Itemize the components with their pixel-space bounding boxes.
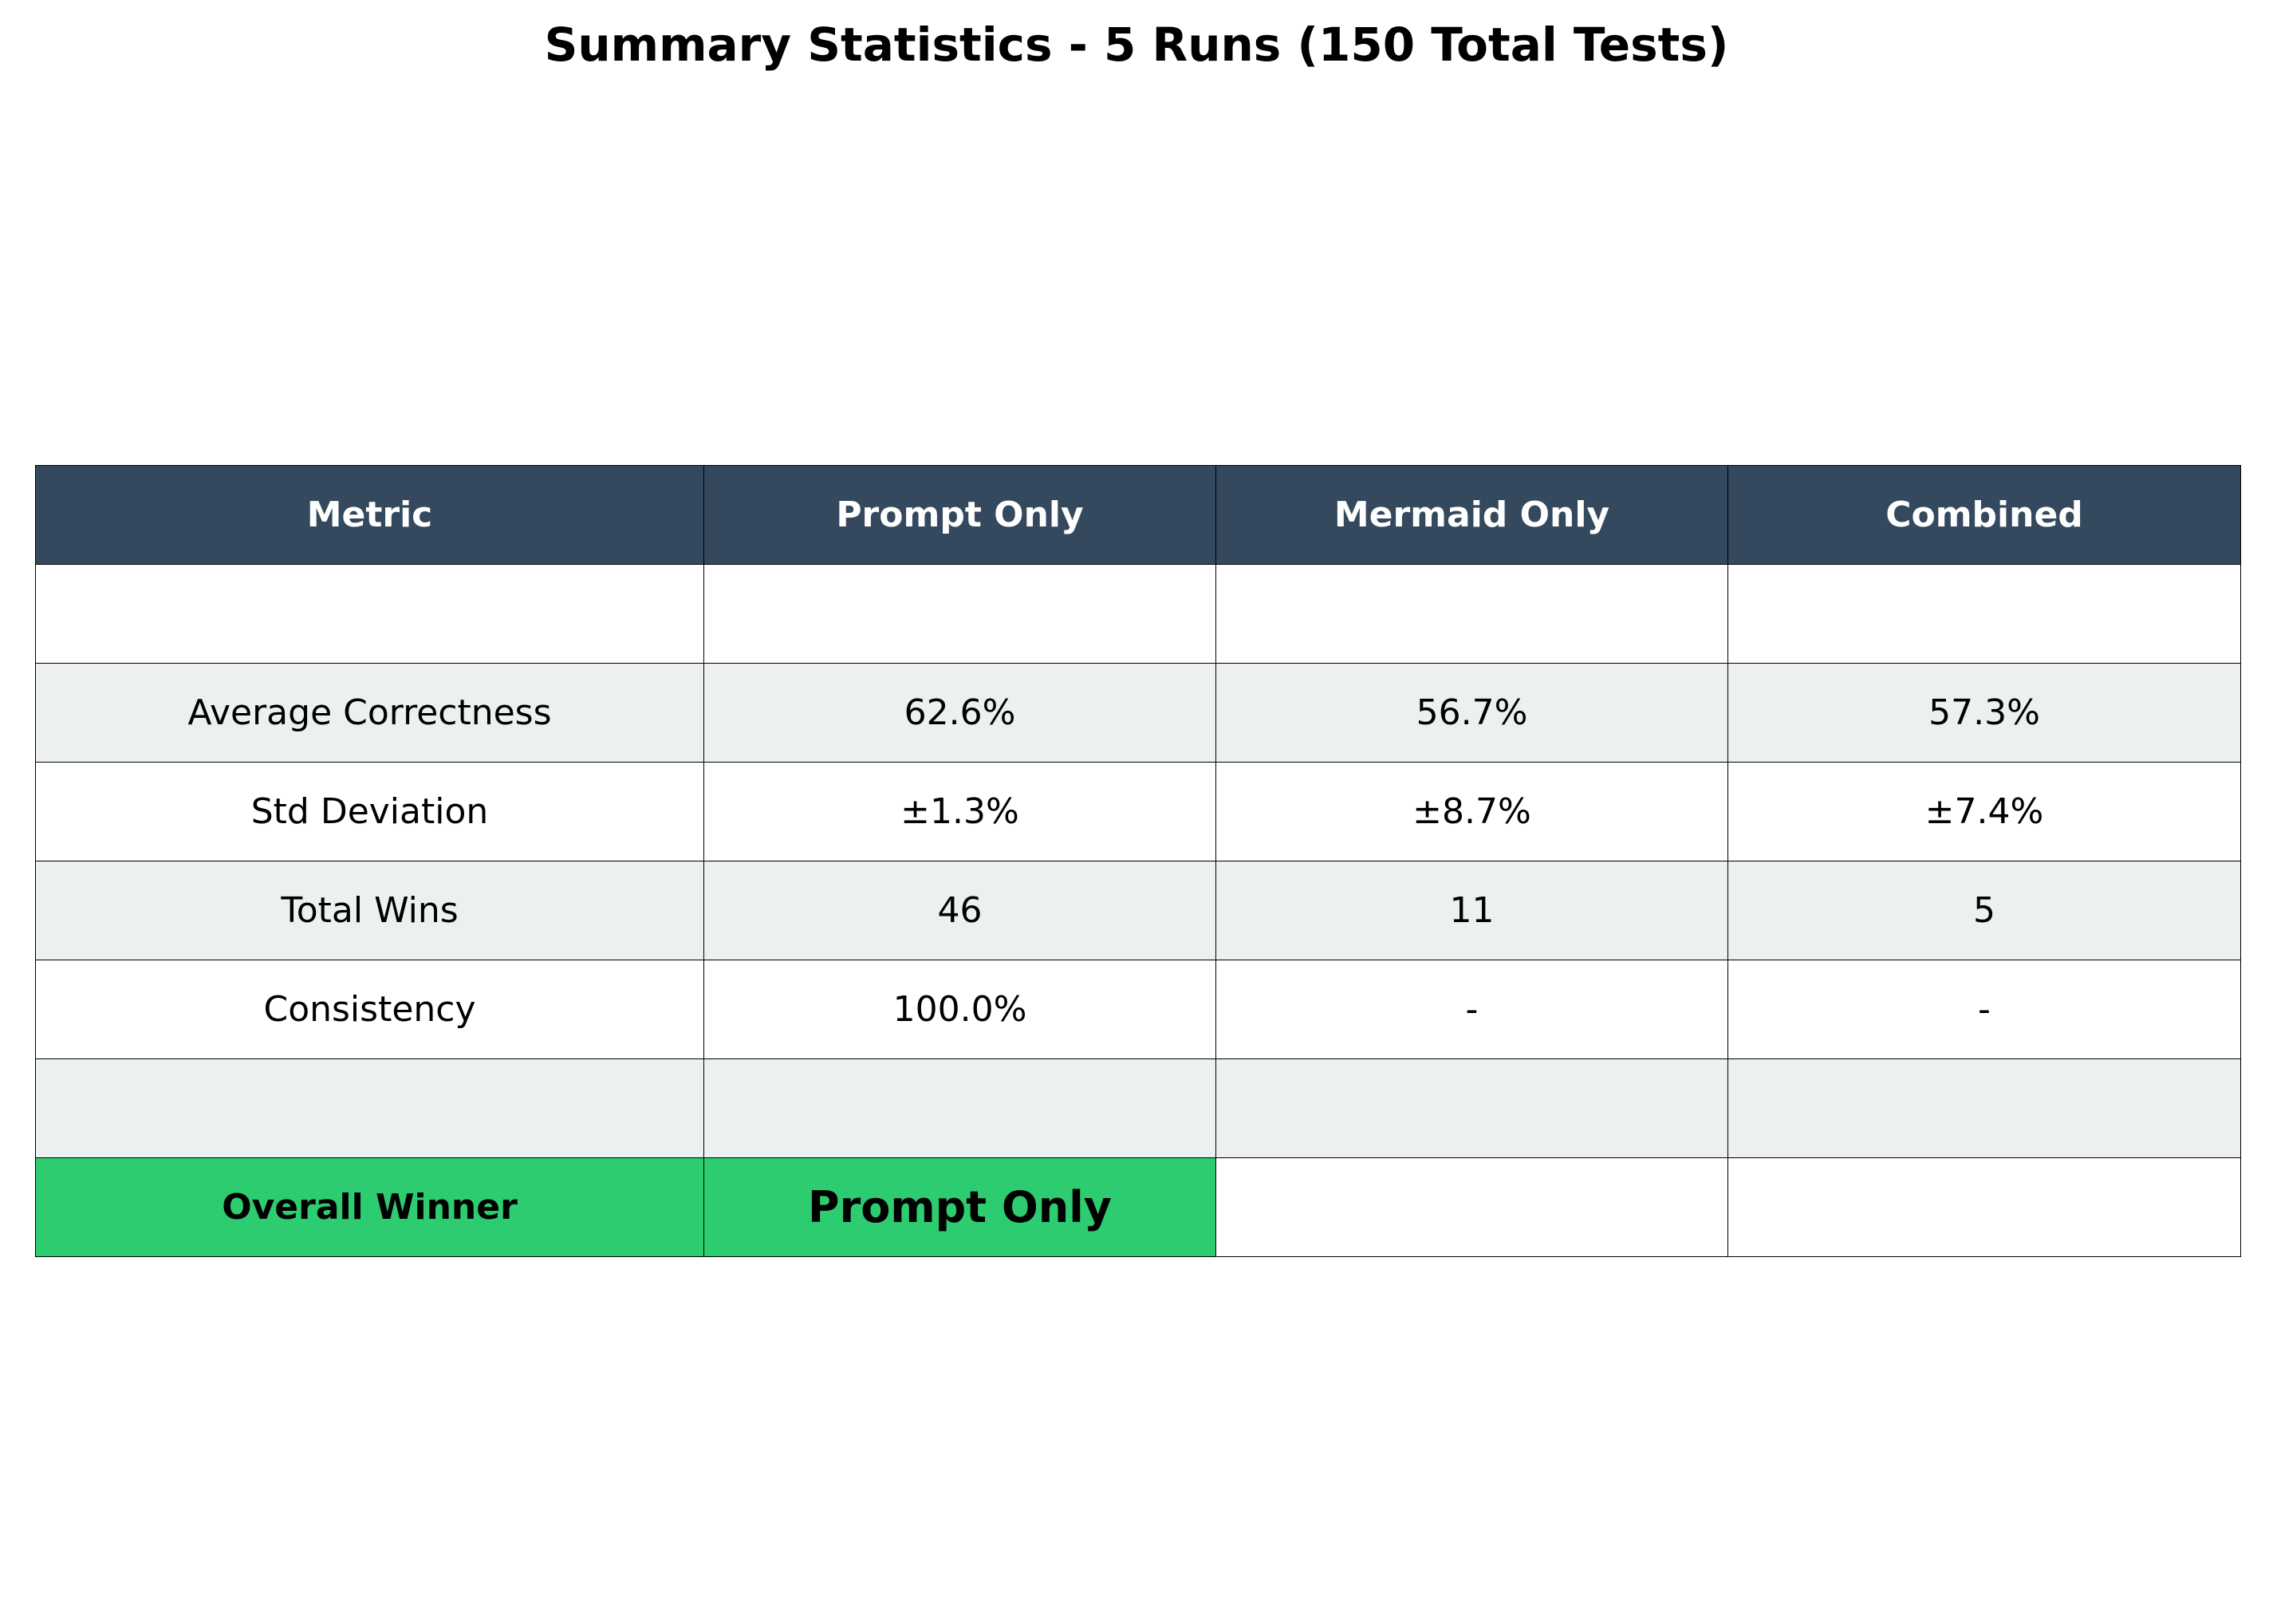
table-row-total-wins: Total Wins 46 11 5 (35, 861, 2241, 960)
table-row-blank-bottom (35, 1058, 2241, 1158)
table-cell: 62.6% (703, 663, 1216, 763)
table-cell (1727, 564, 2241, 664)
table-row-consistency: Consistency 100.0% - - (35, 960, 2241, 1059)
table-row-average-correctness: Average Correctness 62.6% 56.7% 57.3% (35, 663, 2241, 763)
table-cell: ±7.4% (1727, 762, 2241, 861)
chart-title: Summary Statistics - 5 Runs (150 Total T… (544, 18, 1729, 72)
metric-label: Average Correctness (35, 663, 704, 763)
table-cell (1727, 1157, 2241, 1257)
table-cell (1215, 1157, 1728, 1257)
table-row-overall-winner: Overall Winner Prompt Only (35, 1157, 2241, 1257)
header-row: Metric Prompt Only Mermaid Only Combined (35, 465, 2241, 565)
table-cell (1215, 564, 1728, 664)
header-combined: Combined (1727, 465, 2241, 565)
metric-label: Total Wins (35, 861, 704, 960)
table-cell (703, 564, 1216, 664)
table-cell (1727, 1058, 2241, 1158)
table-row-std-deviation: Std Deviation ±1.3% ±8.7% ±7.4% (35, 762, 2241, 861)
table-cell: 5 (1727, 861, 2241, 960)
header-mermaid-only: Mermaid Only (1215, 465, 1728, 565)
overall-winner-label: Overall Winner (35, 1157, 704, 1257)
header-metric: Metric (35, 465, 704, 565)
table-cell (1215, 1058, 1728, 1158)
table-cell: 56.7% (1215, 663, 1728, 763)
table-cell: 100.0% (703, 960, 1216, 1059)
table-cell: ±8.7% (1215, 762, 1728, 861)
header-prompt-only: Prompt Only (703, 465, 1216, 565)
table-cell: - (1215, 960, 1728, 1059)
metric-label: Consistency (35, 960, 704, 1059)
table-cell: 46 (703, 861, 1216, 960)
table-cell: ±1.3% (703, 762, 1216, 861)
metric-label: Std Deviation (35, 762, 704, 861)
table-cell (35, 1058, 704, 1158)
table-cell (35, 564, 704, 664)
table-cell: - (1727, 960, 2241, 1059)
table-cell (703, 1058, 1216, 1158)
overall-winner-value: Prompt Only (703, 1157, 1216, 1257)
summary-table: Metric Prompt Only Mermaid Only Combined… (35, 465, 2241, 1257)
table-cell: 57.3% (1727, 663, 2241, 763)
table-row-blank-top (35, 564, 2241, 664)
table-cell: 11 (1215, 861, 1728, 960)
